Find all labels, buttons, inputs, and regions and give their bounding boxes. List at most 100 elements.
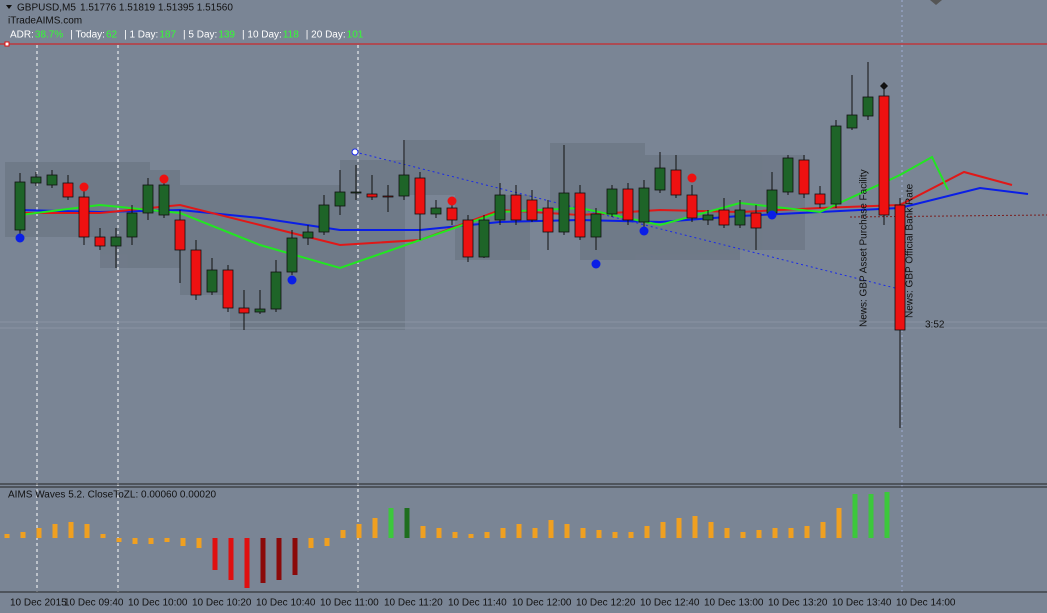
candle-body (462, 219, 474, 258)
x-tick-label: 10 Dec 10:40 (256, 598, 316, 609)
signal-dot (159, 174, 169, 184)
histogram-bar (580, 528, 586, 538)
alert-handle (4, 41, 10, 47)
adr-value: 118 (283, 30, 299, 41)
menu-arrow (6, 5, 12, 9)
candle-body (158, 184, 170, 216)
candle-body (398, 174, 410, 197)
histogram-bar (484, 532, 490, 538)
histogram-bar (644, 526, 650, 538)
adr-label: | 1 Day: (124, 30, 158, 41)
candle-body (110, 236, 122, 247)
adr-label: | 5 Day: (183, 30, 217, 41)
histogram-bar (116, 538, 122, 542)
candle-body (46, 174, 58, 186)
candle-body (270, 271, 282, 310)
histogram-bar (628, 532, 634, 538)
histogram-bar (804, 526, 810, 538)
x-tick-label: 10 Dec 09:40 (64, 598, 124, 609)
candle-body (174, 219, 186, 251)
signal-dot (287, 275, 297, 285)
histogram-bar (420, 526, 426, 538)
signal-dot (447, 196, 457, 206)
histogram-bar (260, 538, 266, 583)
indicator-title: AIMS Waves 5.2. CloseToZL: 0.00060 0.000… (8, 490, 217, 501)
histogram-bar (180, 538, 186, 546)
x-tick-label: 10 Dec 10:20 (192, 598, 252, 609)
signal-dot (79, 182, 89, 192)
candle-body (590, 213, 602, 238)
candle-body (862, 96, 874, 117)
histogram-bar (596, 530, 602, 538)
x-tick-label: 10 Dec 12:40 (640, 598, 700, 609)
news-annotation: News: GBP Official Bank Rate (905, 183, 916, 318)
x-tick-label: 10 Dec 2015 (10, 598, 67, 609)
histogram-bar (548, 520, 554, 538)
candle-body (94, 236, 106, 247)
histogram-bar (612, 532, 618, 538)
x-tick-label: 10 Dec 11:20 (384, 598, 443, 609)
histogram-bar (692, 516, 698, 538)
marks (4, 62, 1029, 588)
histogram-bar (212, 538, 218, 570)
histogram-bar (820, 522, 826, 538)
histogram-bar (324, 538, 330, 546)
candle-body (702, 214, 714, 221)
candle-body (254, 308, 266, 313)
candle-body (446, 207, 458, 221)
candle-body (798, 159, 810, 195)
candle-body (526, 199, 538, 221)
histogram-bar (36, 528, 42, 538)
candle-body (606, 188, 618, 215)
histogram-bar (660, 522, 666, 538)
histogram-bar (852, 494, 858, 538)
quote: 1.51776 1.51819 1.51395 1.51560 (80, 3, 233, 14)
x-tick-label: 10 Dec 12:00 (512, 598, 572, 609)
histogram-bar (276, 538, 282, 580)
histogram-bar (404, 508, 410, 538)
candle-body (622, 188, 634, 221)
x-tick-label: 10 Dec 13:00 (704, 598, 764, 609)
histogram-bar (52, 524, 58, 538)
histogram-bar (532, 528, 538, 538)
histogram-bar (740, 532, 746, 538)
histogram-bar (452, 532, 458, 538)
candle-body (638, 187, 650, 223)
histogram-bar (516, 524, 522, 538)
candle-body (318, 204, 330, 233)
candle-body (686, 194, 698, 219)
x-tick-label: 10 Dec 12:20 (576, 598, 636, 609)
candle-body (558, 192, 570, 233)
candle-body (142, 184, 154, 214)
symbol: GBPUSD,M5 (17, 3, 76, 14)
histogram-bar (228, 538, 234, 580)
histogram-bar (564, 524, 570, 538)
histogram-bar (356, 524, 362, 538)
x-tick-label: 10 Dec 11:40 (448, 598, 507, 609)
candle-body (846, 114, 858, 129)
adr-value: 62 (106, 30, 118, 41)
signal-dot (591, 259, 601, 269)
histogram-bar (468, 534, 474, 538)
histogram-bar (340, 530, 346, 538)
histogram-bar (196, 538, 202, 548)
candle-body (766, 189, 778, 214)
histogram-bar (436, 528, 442, 538)
site: iTradeAIMS.com (8, 16, 82, 27)
candle-body (510, 194, 522, 221)
histogram-bar (372, 518, 378, 538)
histogram-bar (20, 532, 26, 538)
histogram-bar (84, 524, 90, 538)
adr-label: | Today: (70, 30, 105, 41)
candle-body (126, 212, 138, 238)
candle-body (334, 191, 346, 207)
candle-body (734, 209, 746, 226)
histogram-bar (148, 538, 154, 544)
candle-body (238, 307, 250, 314)
histogram-bar (724, 528, 730, 538)
adr-label: | 10 Day: (242, 30, 282, 41)
candle-body (190, 249, 202, 296)
candle-body (574, 192, 586, 238)
candle-body (782, 157, 794, 193)
x-tick-label: 10 Dec 14:00 (896, 598, 956, 609)
